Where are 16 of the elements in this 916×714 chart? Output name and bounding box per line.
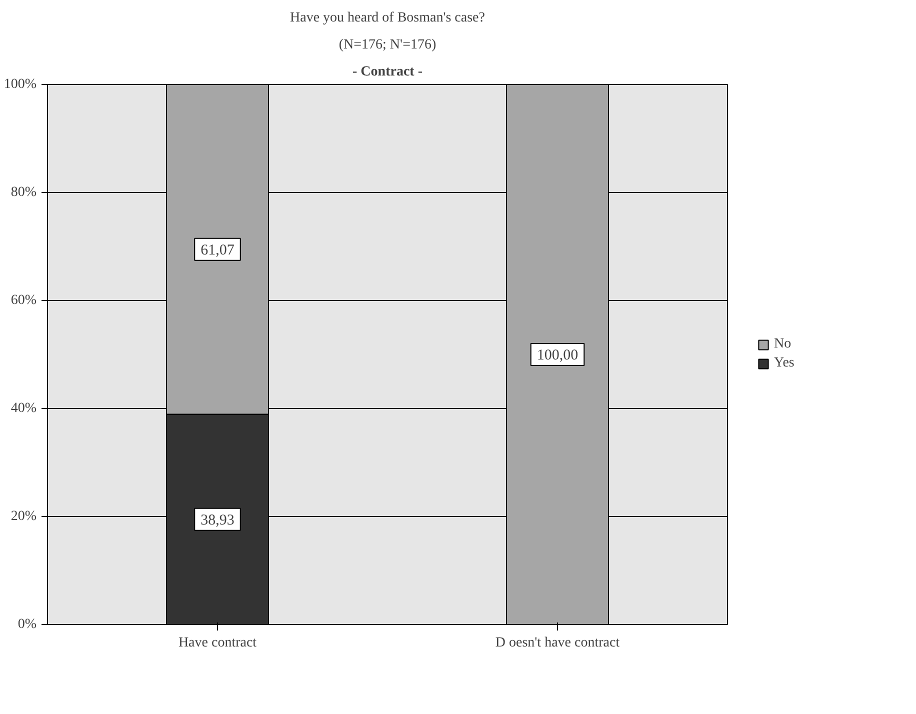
y-tick-label: 80% xyxy=(10,185,37,200)
y-tick-label: 0% xyxy=(18,617,37,632)
y-tick-label: 20% xyxy=(10,509,37,524)
text: - Contract - xyxy=(352,64,423,80)
legend-label: No xyxy=(774,336,792,352)
y-tick-label: 40% xyxy=(10,401,37,416)
y-tick-label: 100% xyxy=(4,77,37,92)
legend-label: Yes xyxy=(774,356,794,372)
data-label: 100,00 xyxy=(536,348,578,364)
x-tick-label: D oesn't have contract xyxy=(495,636,620,650)
x-tick-label: Have contract xyxy=(178,636,257,650)
chart-subtitle: (N=176; N'=176) xyxy=(338,38,436,52)
chart-title: Have you heard of Bosman's case? xyxy=(290,10,485,26)
y-tick-label: 60% xyxy=(10,293,37,308)
data-label: 38,93 xyxy=(200,512,234,528)
data-label: 61,07 xyxy=(200,242,235,258)
